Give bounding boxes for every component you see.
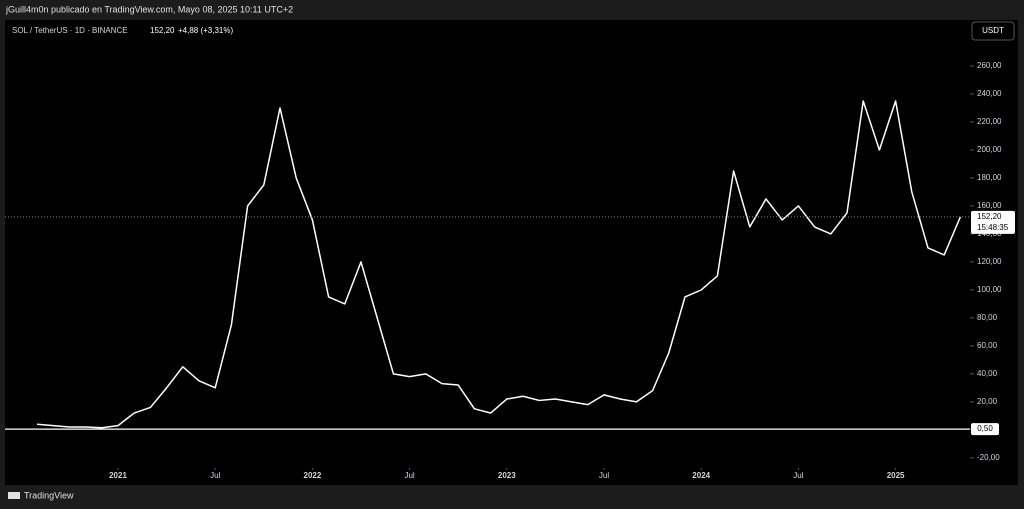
x-tick-label: 2023 <box>498 471 516 480</box>
horizontal-line-label-bg <box>971 423 999 436</box>
countdown: 15:48:35 <box>977 223 1009 232</box>
last-price-label: 152,20 <box>977 212 1002 221</box>
x-tick-label: Jul <box>404 471 414 480</box>
y-tick-label: 260,00 <box>977 61 1002 70</box>
chart-area <box>5 20 1018 485</box>
y-tick-label: 180,00 <box>977 173 1002 182</box>
y-tick-label: 40,00 <box>977 369 998 378</box>
x-tick-label: Jul <box>210 471 220 480</box>
publisher: jGuill4m0n publicado en TradingView.com,… <box>5 4 293 14</box>
x-tick-label: Jul <box>793 471 803 480</box>
brand: TradingView <box>24 490 74 500</box>
x-tick-label: Jul <box>599 471 609 480</box>
x-tick-label: 2022 <box>304 471 322 480</box>
y-tick-label: 20,00 <box>977 397 998 406</box>
header-change: +4,88 (+3,31%) <box>178 26 233 35</box>
horizontal-line-label: 0,50 <box>977 424 993 433</box>
x-tick-label: 2024 <box>692 471 710 480</box>
y-tick-label: 240,00 <box>977 89 1002 98</box>
header-price: 152,20 <box>150 26 175 35</box>
y-tick-label: 80,00 <box>977 313 998 322</box>
last-price-box <box>971 210 1015 234</box>
y-tick-label: -20,00 <box>977 453 1000 462</box>
y-tick-label: 60,00 <box>977 341 998 350</box>
brand-logo <box>8 492 20 499</box>
x-tick-label: 2021 <box>109 471 127 480</box>
y-tick-label: 160,00 <box>977 201 1002 210</box>
symbol: SOL / TetherUS · 1D · BINANCE <box>12 26 128 35</box>
currency[interactable]: USDT <box>982 26 1004 35</box>
x-tick-label: 2025 <box>887 471 905 480</box>
y-tick-label: 200,00 <box>977 145 1002 154</box>
currency-button[interactable] <box>971 21 1015 41</box>
y-tick-label: 220,00 <box>977 117 1002 126</box>
y-tick-label: 120,00 <box>977 257 1002 266</box>
y-tick-label: 100,00 <box>977 285 1002 294</box>
